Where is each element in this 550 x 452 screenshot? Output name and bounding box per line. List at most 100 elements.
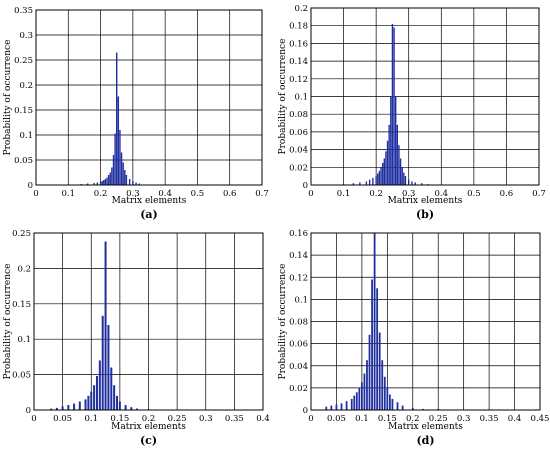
bar — [381, 360, 384, 410]
bar — [368, 334, 371, 410]
bar — [325, 406, 328, 410]
y-tick-label: 0.18 — [289, 22, 308, 32]
bar — [363, 373, 366, 410]
bar — [103, 180, 105, 185]
x-tick-label: 0.6 — [500, 189, 514, 199]
bar — [380, 167, 382, 185]
x-tick-label: 0.5 — [467, 189, 481, 199]
bar — [371, 279, 373, 410]
bar — [67, 405, 70, 410]
y-tick-label: 0.3 — [19, 31, 33, 41]
bar — [107, 325, 110, 410]
y-tick-label: 0 — [26, 406, 31, 416]
bar — [386, 140, 389, 185]
y-tick-label: 0.04 — [289, 362, 308, 372]
x-tick-label: 0 — [33, 189, 38, 199]
x-tick-label: 0.4 — [256, 414, 270, 424]
x-axis-label: Matrix elements — [388, 422, 463, 432]
y-tick-label: 0.15 — [14, 106, 33, 116]
bar — [136, 408, 139, 410]
bar — [355, 392, 358, 410]
x-tick-label: 0.15 — [110, 414, 129, 424]
bar — [365, 181, 368, 185]
bar — [373, 233, 376, 410]
bar — [411, 181, 413, 185]
y-tick-label: 0.35 — [14, 6, 33, 16]
bar — [111, 167, 113, 185]
bar — [393, 27, 395, 185]
bar — [78, 401, 81, 410]
bar — [87, 395, 90, 410]
bar — [106, 177, 108, 185]
panel-d: 0 0.05 0.1 0.15 0.2 0.25 0.3 0.35 0.4 0.45 0 0.02 0.… — [278, 229, 549, 447]
y-tick-label: 0.1 — [17, 335, 31, 345]
bar — [383, 376, 386, 410]
x-tick-label: 0.3 — [402, 189, 416, 199]
bar — [84, 399, 87, 410]
x-tick-label: 0 — [308, 189, 313, 199]
x-tick-label: 0.6 — [223, 189, 237, 199]
bar — [421, 183, 423, 185]
bar — [401, 405, 404, 410]
y-tick-label: 0.1 — [294, 295, 308, 305]
bar — [403, 172, 405, 185]
y-tick-label: 0.2 — [17, 264, 31, 274]
y-tick-label: 0.08 — [289, 318, 308, 328]
x-tick-label: 0.1 — [62, 189, 76, 199]
x-tick-label: 0.25 — [168, 414, 187, 424]
bar — [375, 176, 377, 185]
bar — [437, 408, 440, 410]
bar — [90, 391, 93, 410]
bar — [377, 173, 379, 185]
bar — [366, 360, 368, 410]
bar — [378, 332, 381, 410]
bar — [350, 398, 353, 410]
x-tick-label: 0.45 — [531, 414, 550, 424]
y-tick-label: 0.02 — [289, 384, 308, 394]
y-tick-label: 0.06 — [289, 340, 308, 350]
x-tick-label: 0.2 — [406, 414, 420, 424]
bar — [390, 96, 392, 185]
y-axis-label: Probability of occurrence — [3, 264, 13, 380]
y-tick-label: 0.2 — [294, 4, 308, 14]
y-axis-label: Probability of occurrence — [278, 39, 288, 155]
y-tick-label: 0.14 — [289, 251, 308, 261]
bar — [124, 405, 127, 410]
bar — [99, 182, 102, 185]
bar — [104, 241, 107, 410]
y-tick-label: 0.25 — [14, 56, 33, 66]
bar — [101, 315, 104, 410]
x-tick-label: 0 — [308, 414, 313, 424]
bar — [378, 170, 381, 185]
x-tick-label: 0.15 — [378, 414, 397, 424]
panel-label: (c) — [140, 434, 157, 447]
x-tick-label: 0.1 — [337, 189, 351, 199]
axes-frame — [33, 232, 264, 411]
bar — [93, 183, 95, 185]
bar — [93, 385, 96, 410]
bar — [110, 367, 113, 410]
bar — [422, 408, 424, 410]
y-tick-label: 0.16 — [289, 39, 308, 49]
bar — [61, 406, 64, 410]
bar — [408, 179, 410, 185]
y-tick-label: 0.05 — [14, 156, 33, 166]
panel-b: 0 0.1 0.2 0.3 0.4 0.5 0.6 0.7 0 0.02 0.04 0.06 0.08 0… — [278, 4, 546, 221]
bar — [112, 155, 115, 185]
bar — [372, 177, 374, 185]
bar — [330, 405, 333, 410]
y-tick-label: 0.2 — [19, 81, 33, 91]
y-tick-label: 0.25 — [12, 229, 31, 239]
x-axis-label: Matrix elements — [388, 196, 463, 206]
bar — [394, 96, 397, 185]
bar — [104, 179, 107, 185]
y-tick-label: 0.14 — [289, 57, 308, 67]
plot-area — [36, 10, 262, 185]
x-tick-label: 0.4 — [435, 189, 449, 199]
x-tick-label: 0.35 — [480, 414, 499, 424]
bar — [125, 175, 128, 185]
axes-frame — [310, 232, 541, 411]
axes-frame — [310, 7, 540, 186]
bar — [381, 162, 384, 186]
